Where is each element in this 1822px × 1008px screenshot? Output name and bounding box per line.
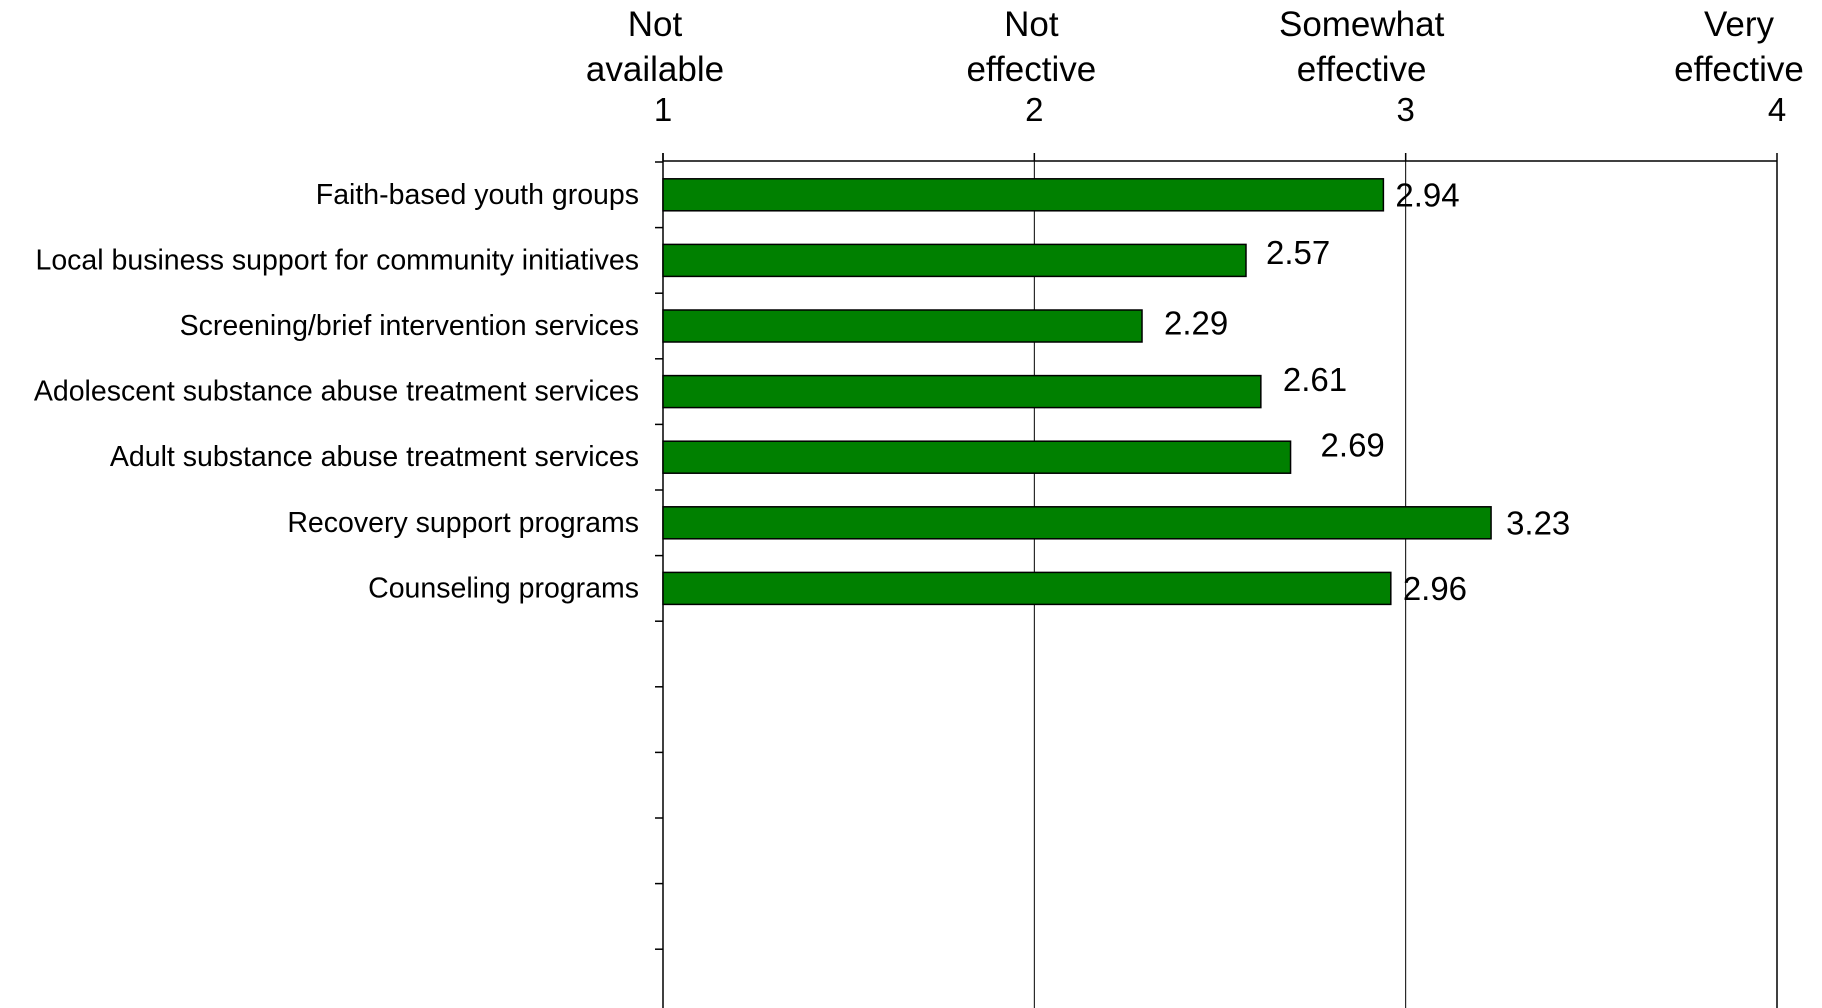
value-label-4: 2.61 [1283, 361, 1347, 398]
x-tick-label-2: 2 [1025, 91, 1043, 128]
x-tick-label-4: 4 [1768, 91, 1786, 128]
value-label-7: 2.96 [1403, 570, 1467, 607]
category-label-4: Adolescent substance abuse treatment ser… [34, 376, 639, 408]
scale-label-4-line-2: effective [1674, 50, 1804, 89]
category-label-2: Local business support for community ini… [35, 244, 639, 276]
scale-label-1-line-2: available [586, 50, 724, 89]
value-label-3: 2.29 [1164, 305, 1228, 342]
scale-labels: Not available Not effective Somewhat effectiv… [586, 5, 1804, 89]
category-labels: Faith-based youth groups Local business s… [34, 179, 639, 605]
bar-6 [662, 506, 1492, 540]
category-label-6: Recovery support programs [287, 507, 639, 539]
y-axis-ticks [655, 161, 663, 950]
x-tick-label-1: 1 [654, 91, 672, 128]
bar-5 [662, 440, 1292, 474]
bar-7 [662, 571, 1392, 606]
scale-label-1-line-1: Not [628, 5, 683, 44]
x-tick-label-3: 3 [1396, 91, 1414, 128]
value-label-6: 3.23 [1506, 504, 1570, 541]
scale-label-3-line-2: effective [1297, 50, 1427, 89]
category-label-1: Faith-based youth groups [316, 179, 639, 211]
category-label-3: Screening/brief intervention services [180, 310, 639, 342]
scale-label-3-line-1: Somewhat [1279, 5, 1445, 44]
value-label-1: 2.94 [1395, 176, 1459, 213]
bars [662, 178, 1492, 606]
tick-labels: 1 2 3 4 [654, 91, 1786, 128]
bar-3 [662, 309, 1143, 343]
bar-1 [662, 178, 1385, 212]
category-label-7: Counseling programs [368, 572, 639, 604]
value-label-5: 2.69 [1321, 427, 1385, 464]
scale-label-4-line-1: Very [1704, 5, 1775, 44]
scale-label-2-line-2: effective [966, 50, 1096, 89]
bar-4 [662, 374, 1262, 409]
value-label-2: 2.57 [1266, 234, 1330, 271]
scale-label-2-line-1: Not [1004, 5, 1059, 44]
bar-2 [662, 243, 1247, 278]
category-label-5: Adult substance abuse treatment services [110, 441, 639, 473]
value-labels: 2.94 2.57 2.29 2.61 2.69 3.23 2.96 [1164, 176, 1570, 607]
